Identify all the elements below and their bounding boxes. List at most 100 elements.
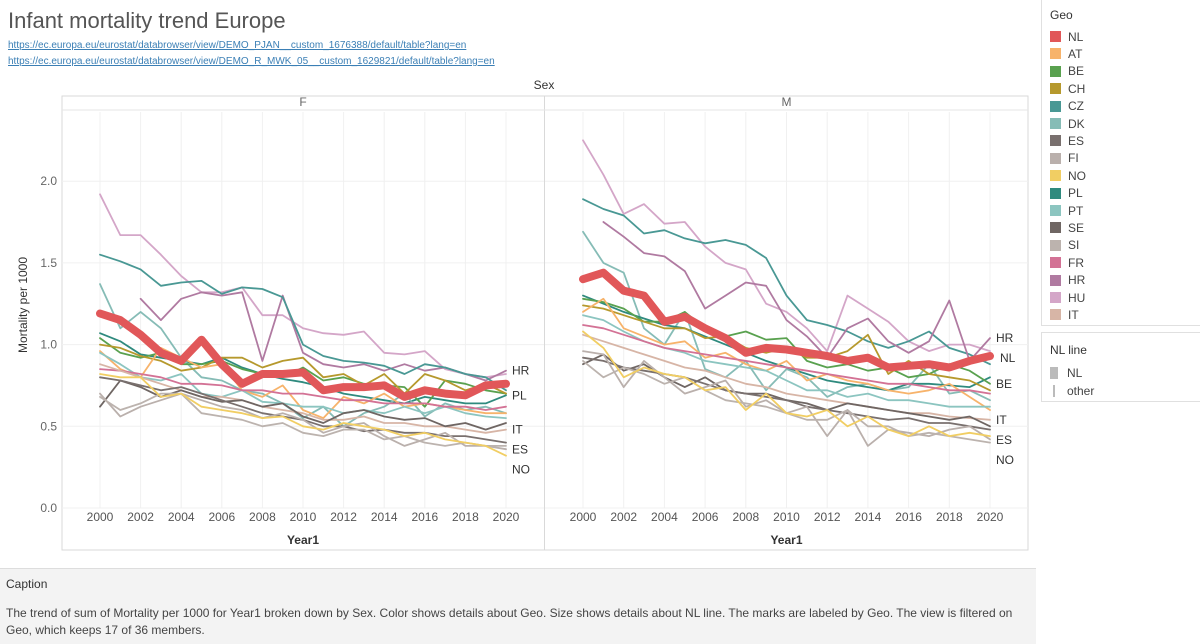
- legend-item-no[interactable]: NO: [1050, 167, 1086, 184]
- legend-item-it[interactable]: IT: [1050, 306, 1079, 323]
- legend-swatch: [1050, 65, 1061, 77]
- legend-swatch: [1050, 205, 1061, 216]
- legend-label: SI: [1068, 238, 1080, 253]
- legend-item-si[interactable]: SI: [1050, 237, 1079, 254]
- legend-item-se[interactable]: SE: [1050, 219, 1084, 236]
- series-line-f-hu: [99, 193, 507, 379]
- x-tick-label: 2018: [936, 510, 963, 524]
- x-tick-label: 2012: [330, 510, 357, 524]
- series-line-f-pt: [99, 351, 507, 419]
- end-label-m-no: NO: [996, 453, 1014, 467]
- legend-item-nl[interactable]: NL: [1050, 28, 1083, 45]
- series-line-m-cz: [582, 198, 991, 366]
- legend-swatch: [1050, 152, 1061, 164]
- x-tick-label: 2004: [168, 510, 195, 524]
- source-link-1[interactable]: https://ec.europa.eu/eurostat/databrowse…: [8, 40, 467, 51]
- size-legend-label: NL: [1067, 366, 1083, 380]
- x-tick-label: 2006: [208, 510, 235, 524]
- end-label-m-be: BE: [996, 377, 1012, 391]
- x-tick-label: 2014: [371, 510, 398, 524]
- end-label-f-hr: HR: [512, 364, 530, 378]
- x-tick-label: 2002: [610, 510, 637, 524]
- legend-swatch: [1050, 239, 1061, 251]
- end-label-m-it: IT: [996, 413, 1007, 427]
- end-label-f-pl: PL: [512, 388, 527, 402]
- series-line-f-si: [99, 392, 507, 447]
- legend-swatch: [1050, 31, 1061, 42]
- size-legend-item-nl[interactable]: NL: [1050, 365, 1082, 381]
- legend-item-pt[interactable]: PT: [1050, 202, 1083, 219]
- line-chart: Sex Mortality per 1000 0.0 0.5 1.0 1.5 2.0 F 2…: [16, 78, 1029, 551]
- source-link-2[interactable]: https://ec.europa.eu/eurostat/databrowse…: [8, 56, 495, 67]
- page-title: Infant mortality trend Europe: [8, 8, 286, 33]
- series-line-m-it: [582, 333, 991, 421]
- size-legend-item-other[interactable]: other: [1050, 383, 1094, 399]
- series-line-m-no: [582, 330, 991, 437]
- series-line-m-hr: [602, 221, 991, 362]
- legend-item-hr[interactable]: HR: [1050, 272, 1085, 289]
- legend-item-cz[interactable]: CZ: [1050, 98, 1084, 115]
- x-tick-label: 2008: [732, 510, 759, 524]
- series-line-m-be: [582, 297, 991, 385]
- legend-item-fr[interactable]: FR: [1050, 254, 1084, 271]
- series-line-f-fr: [99, 368, 507, 411]
- legend-label: CZ: [1068, 99, 1084, 114]
- x-tick-label: 2010: [773, 510, 800, 524]
- legend-item-dk[interactable]: DK: [1050, 115, 1085, 132]
- series-line-m-fr: [582, 324, 991, 395]
- legend-item-ch[interactable]: CH: [1050, 80, 1085, 97]
- x-tick-label: 2004: [651, 510, 678, 524]
- caption-text: The trend of sum of Mortality per 1000 f…: [6, 606, 1013, 637]
- end-label-m-hr: HR: [996, 331, 1014, 345]
- panel-header-m: M: [782, 95, 792, 109]
- x-axis-title: Year1: [287, 533, 319, 547]
- thick-line-swatch: [1050, 367, 1058, 379]
- legend-title: Geo: [1050, 8, 1073, 22]
- series-line-f-no: [99, 373, 507, 457]
- legend-swatch: [1050, 118, 1061, 129]
- legend-item-es[interactable]: ES: [1050, 132, 1084, 149]
- legend-swatch: [1050, 274, 1061, 286]
- caption-panel: Caption The trend of sum of Mortality pe…: [0, 568, 1036, 644]
- series-line-f-cz: [99, 253, 507, 392]
- y-tick-label: 0.5: [40, 419, 57, 433]
- legend-swatch: [1050, 48, 1061, 60]
- legend-item-be[interactable]: BE: [1050, 63, 1084, 80]
- legend-item-pl[interactable]: PL: [1050, 185, 1083, 202]
- y-tick-label: 2.0: [40, 174, 57, 188]
- legend-label: NL: [1068, 29, 1084, 44]
- x-tick-label: 2008: [249, 510, 276, 524]
- x-tick-label: 2006: [692, 510, 719, 524]
- column-header-sex: Sex: [534, 78, 555, 92]
- legend-label: HU: [1068, 290, 1086, 305]
- series-line-f-dk: [99, 283, 507, 428]
- thin-line-swatch: [1053, 385, 1055, 397]
- size-legend-title: NL line: [1050, 343, 1087, 357]
- x-axis-title: Year1: [770, 533, 802, 547]
- end-label-f-es: ES: [512, 443, 528, 457]
- series-line-m-nl: [579, 268, 994, 372]
- y-tick-label: 0.0: [40, 501, 57, 515]
- legend-swatch: [1050, 222, 1061, 234]
- series-line-f-se: [99, 379, 507, 431]
- legend-label: SE: [1068, 220, 1085, 235]
- legend-label: NO: [1068, 168, 1086, 183]
- series-line-m-hu: [582, 139, 991, 352]
- x-tick-label: 2000: [570, 510, 597, 524]
- panel-header-f: F: [299, 95, 306, 109]
- series-line-m-es: [582, 356, 991, 431]
- x-tick-label: 2002: [127, 510, 154, 524]
- legend-item-hu[interactable]: HU: [1050, 289, 1085, 306]
- legend-item-at[interactable]: AT: [1050, 45, 1082, 62]
- x-tick-label: 2000: [87, 510, 114, 524]
- size-legend: NL line NL other: [1041, 332, 1200, 402]
- series-line-f-ch: [99, 343, 507, 395]
- legend-label: IT: [1068, 307, 1079, 322]
- legend-label: AT: [1068, 46, 1083, 61]
- legend-label: PL: [1068, 186, 1083, 201]
- legend-item-fi[interactable]: FI: [1050, 150, 1079, 167]
- legend-label: ES: [1068, 133, 1085, 148]
- legend-swatch: [1050, 83, 1061, 95]
- series-line-m-at: [582, 297, 991, 411]
- legend-swatch: [1050, 187, 1061, 199]
